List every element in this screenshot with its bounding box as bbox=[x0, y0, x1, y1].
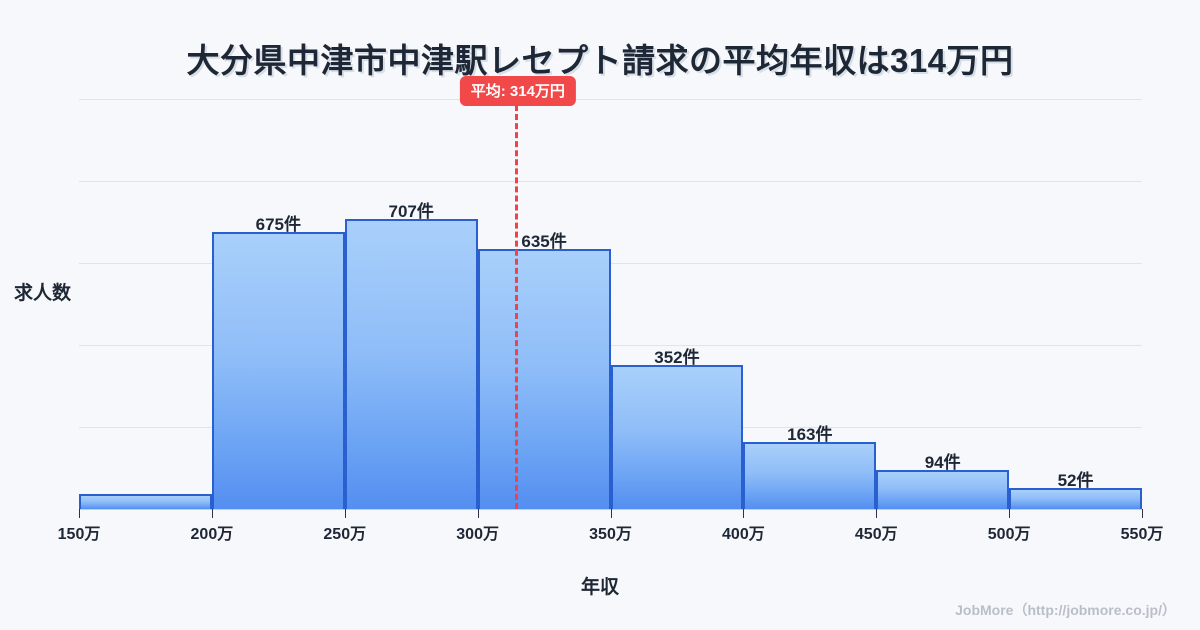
average-badge: 平均: 314万円 bbox=[459, 76, 576, 106]
gridline bbox=[79, 263, 1142, 264]
gridline bbox=[79, 345, 1142, 346]
x-tick-label: 200万 bbox=[190, 526, 234, 543]
histogram-bar bbox=[211, 232, 345, 509]
histogram-bar bbox=[1009, 487, 1142, 509]
x-tick-mark bbox=[1009, 509, 1011, 518]
x-tick-label: 400万 bbox=[722, 526, 765, 543]
average-line: 平均: 314万円 bbox=[459, 76, 576, 509]
bar-value-label: 52件 bbox=[1057, 470, 1094, 490]
page-title: 大分県中津市中津駅レセプト請求の平均年収は314万円 bbox=[186, 42, 1014, 79]
histogram-bar bbox=[344, 219, 478, 509]
x-tick-label: 300万 bbox=[456, 526, 499, 543]
y-axis-title: 求人数 bbox=[14, 283, 72, 304]
bar-value-label: 635件 bbox=[521, 231, 567, 251]
histogram-bar bbox=[477, 248, 611, 509]
x-tick-mark bbox=[876, 509, 878, 518]
x-tick-label: 250万 bbox=[323, 526, 367, 543]
bar-value-label: 707件 bbox=[388, 202, 434, 222]
plot-area: 675件 707件 635件 352件 163件 94件 52件 150万 200万 250万 3… bbox=[58, 76, 1163, 543]
x-axis-title: 年収 bbox=[580, 577, 619, 598]
bar-value-label: 163件 bbox=[787, 425, 833, 445]
x-tick-mark bbox=[79, 509, 80, 518]
x-tick-mark bbox=[211, 509, 213, 518]
bar-value-label: 352件 bbox=[654, 347, 700, 367]
x-tick-label: 550万 bbox=[1120, 526, 1164, 543]
histogram-bar bbox=[79, 494, 212, 509]
x-tick-mark bbox=[743, 509, 745, 518]
x-tick-mark bbox=[610, 509, 612, 518]
gridline bbox=[79, 99, 1142, 100]
footer-credit: JobMore（http://jobmore.co.jp/） bbox=[955, 602, 1176, 618]
histogram-bar bbox=[743, 442, 877, 509]
x-tick-mark bbox=[1142, 509, 1143, 518]
x-tick-label: 450万 bbox=[854, 526, 898, 543]
x-tick-label: 150万 bbox=[57, 526, 101, 543]
x-tick-label: 500万 bbox=[987, 526, 1031, 543]
gridline bbox=[79, 181, 1142, 182]
bar-value-label: 94件 bbox=[924, 453, 961, 473]
histogram-bar bbox=[610, 364, 744, 509]
bar-value-label: 675件 bbox=[255, 215, 301, 235]
histogram-bar bbox=[876, 470, 1010, 509]
x-tick-mark bbox=[344, 509, 346, 518]
x-tick-mark bbox=[477, 509, 479, 518]
x-tick-label: 350万 bbox=[589, 526, 632, 543]
